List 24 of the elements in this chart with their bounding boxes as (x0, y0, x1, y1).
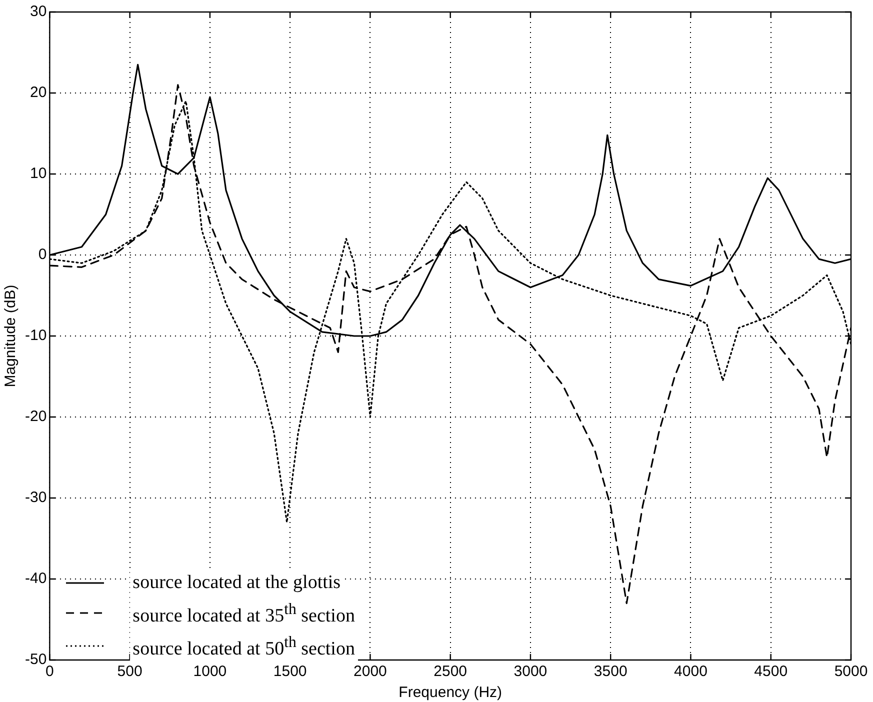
x-tick-label: 2500 (434, 663, 468, 680)
y-tick-label: 0 (38, 246, 47, 264)
y-tick-label: 10 (30, 165, 47, 182)
legend-label: source located at the glottis (130, 569, 344, 596)
x-tick-label: 2000 (354, 663, 387, 680)
y-tick-label: 20 (30, 84, 47, 102)
y-tick-label: -20 (24, 408, 47, 426)
x-tick-label: 3500 (594, 663, 628, 680)
x-tick-label: 500 (117, 663, 142, 680)
x-tick-label: 3000 (514, 663, 548, 680)
x-tick-label: 5000 (834, 663, 868, 680)
x-tick-label: 4500 (754, 663, 788, 680)
y-tick-label: -30 (24, 489, 47, 506)
legend-label: source located at 35$^{th}$ section (130, 596, 358, 630)
y-tick-label: -10 (24, 327, 47, 344)
y-tick-label: -40 (24, 570, 47, 588)
y-tick-label: 30 (30, 3, 47, 20)
legend-label: source located at 50$^{th}$ section (130, 629, 358, 663)
y-axis-title: Magnitude (dB) (2, 284, 20, 388)
x-axis-title: Frequency (Hz) (398, 684, 502, 702)
y-tick-label: -50 (24, 651, 47, 668)
x-tick-label: 1500 (273, 663, 307, 680)
x-tick-label: 4000 (674, 663, 708, 680)
x-tick-label: 1000 (193, 663, 227, 680)
